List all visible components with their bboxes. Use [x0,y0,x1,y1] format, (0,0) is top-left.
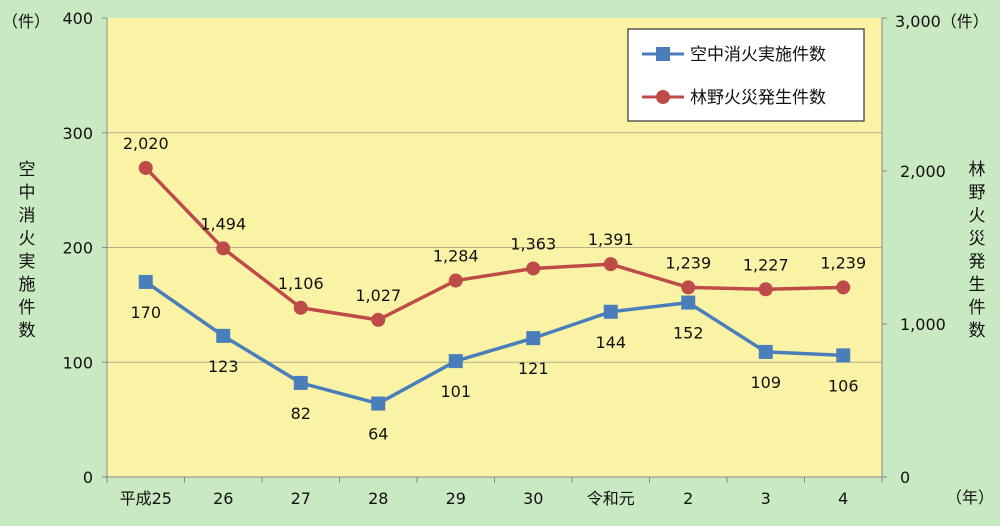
legend-label-series-1: 空中消火実施件数 [690,45,826,65]
data-label-series-2: 1,494 [200,214,246,233]
left-tick-label: 300 [62,124,93,143]
data-point-series-1 [293,375,308,390]
data-point-series-1 [448,354,463,369]
data-label-series-2: 1,391 [588,230,634,249]
right-tick-label: 1,000 [900,315,946,334]
left-tick-label: 400 [62,9,93,28]
legend-box [627,28,865,122]
right-tick-label: 0 [900,468,910,487]
data-point-series-1 [603,304,618,319]
series-line-1 [144,280,844,406]
data-point-series-2 [526,261,541,276]
data-label-series-2: 1,227 [743,255,789,274]
left-axis-unit: （件） [2,12,50,31]
data-point-series-2 [293,300,308,315]
data-label-series-1: 123 [208,357,239,376]
data-label-series-2: 1,106 [278,274,324,293]
data-label-series-1: 82 [291,404,311,423]
x-tick-label: 平成25 [120,489,172,508]
data-point-series-1 [526,331,541,346]
right-axis-unit: 3,000（件） [895,12,989,31]
x-tick-label: 28 [368,489,388,508]
data-label-series-2: 1,239 [665,253,711,272]
data-label-series-1: 64 [368,425,388,444]
data-point-series-1 [836,348,851,363]
grid-lines [107,132,882,363]
data-label-series-2: 1,239 [820,253,866,272]
tick-labels: 0 100 200 300 400 0 1,000 2,000 平成25 26 27 28 29 30 令和… [62,9,945,508]
x-tick-label: 3 [761,489,771,508]
legend-label-series-2: 林野火災発生件数 [690,88,826,108]
left-tick-label: 100 [62,353,93,372]
data-label-series-2: 1,027 [355,286,401,305]
data-label-series-1: 106 [828,376,859,395]
legend-marker-series-2 [656,90,670,104]
data-label-series-1: 152 [673,324,704,343]
data-point-series-1 [216,328,231,343]
data-label-series-2: 1,284 [433,247,479,266]
data-point-series-2 [836,280,851,295]
legend: 空中消火実施件数 林野火災発生件数 [627,28,865,122]
series-line-2 [144,166,844,322]
left-axis-title: 空中消火実施件数 [19,160,36,341]
data-label-series-1: 109 [750,373,781,392]
data-point-series-1 [371,396,386,411]
data-label-series-1: 170 [130,303,161,322]
data-point-series-2 [448,273,463,288]
right-axis-title: 林野火災発生件数 [969,160,986,341]
x-axis-unit: （年） [946,488,994,507]
data-point-series-2 [138,160,153,175]
x-tick-label: 4 [838,489,848,508]
data-label-series-1: 101 [440,382,471,401]
x-tick-label: 30 [523,489,543,508]
x-tick-label: 令和元 [587,489,635,508]
data-labels: 170 123 82 64 101 121 144 152 109 106 2,020 1,494 1,… [123,134,866,444]
right-tick-label: 2,000 [900,162,946,181]
data-point-series-2 [758,282,773,297]
data-point-series-2 [371,312,386,327]
data-point-series-1 [138,274,153,289]
data-point-series-1 [758,344,773,359]
data-label-series-2: 2,020 [123,134,169,153]
x-tick-label: 26 [213,489,233,508]
x-tick-label: 2 [683,489,693,508]
x-tick-label: 29 [446,489,466,508]
data-point-series-2 [603,257,618,272]
data-label-series-2: 1,363 [510,234,556,253]
left-tick-label: 200 [62,239,93,258]
data-point-series-1 [681,295,696,310]
data-label-series-1: 121 [518,359,549,378]
data-point-series-2 [681,280,696,295]
data-point-series-2 [216,241,231,256]
series [138,160,851,411]
data-label-series-1: 144 [595,333,626,352]
left-tick-label: 0 [83,468,93,487]
x-tick-label: 27 [291,489,311,508]
legend-marker-series-1 [656,47,670,61]
